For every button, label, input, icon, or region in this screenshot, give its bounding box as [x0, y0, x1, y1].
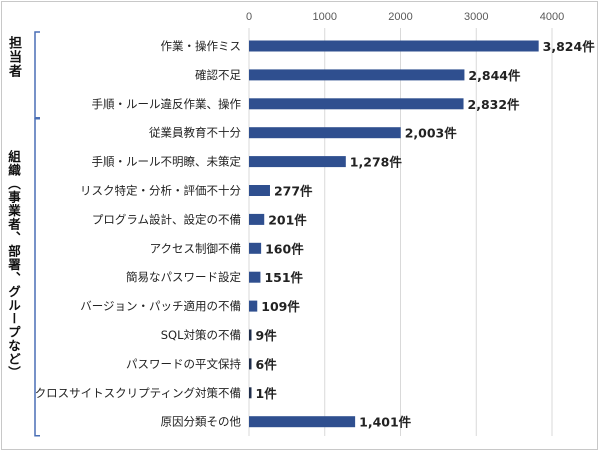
value-label: 1,278件: [350, 155, 403, 170]
x-tick-label: 0: [246, 11, 252, 23]
category-label: 手順・ルール違反作業、操作: [92, 97, 242, 111]
value-label: 201件: [268, 212, 307, 227]
bar: [249, 127, 401, 139]
group-label-person: 担当者: [6, 36, 21, 78]
value-label: 151件: [264, 270, 303, 285]
bar: [249, 98, 464, 110]
bar: [249, 387, 252, 399]
bar: [249, 69, 465, 81]
x-axis-ticks: 0 1000 2000 3000 4000: [246, 11, 564, 23]
category-label: プログラム設計、設定の不備: [92, 212, 241, 226]
group-bracket: [34, 117, 40, 437]
bar: [249, 213, 265, 225]
bar: [249, 358, 252, 370]
category-label: 作業・操作ミス: [161, 39, 242, 53]
group-brackets: [34, 31, 40, 437]
bar: [249, 156, 346, 168]
bar: [249, 329, 252, 341]
bar: [249, 242, 262, 254]
x-tick-label: 3000: [464, 11, 488, 23]
x-tick-label: 4000: [540, 11, 564, 23]
bar: [249, 300, 258, 312]
bar: [249, 40, 539, 52]
bars: [249, 40, 539, 428]
category-label: 簡易なパスワード設定: [126, 270, 241, 284]
category-label: 手順・ルール不明瞭、未策定: [92, 155, 242, 169]
category-label: バージョン・パッチ適用の不備: [80, 299, 241, 313]
value-label: 3,824件: [543, 39, 596, 54]
category-labels: 作業・操作ミス確認不足手順・ルール違反作業、操作従業員教育不十分手順・ルール不明…: [35, 39, 242, 429]
category-label: アクセス制御不備: [150, 241, 241, 255]
category-label: 確認不足: [195, 68, 241, 82]
value-label: 2,844件: [468, 68, 521, 83]
category-label: リスク特定・分析・評価不十分: [80, 184, 241, 198]
category-label: SQL対策の不備: [161, 328, 241, 342]
bar: [249, 185, 270, 196]
value-label: 2,832件: [468, 97, 521, 112]
value-label: 1,401件: [359, 415, 412, 430]
value-label: 277件: [274, 184, 313, 199]
bar: [249, 416, 356, 428]
value-label: 109件: [261, 299, 300, 314]
group-bracket: [34, 31, 40, 119]
value-label: 9件: [256, 328, 278, 343]
group-label-organization: 組織（事業者、部署、グループなど）: [6, 150, 21, 380]
value-label: 1件: [256, 386, 278, 401]
value-label: 160件: [265, 241, 304, 256]
x-tick-label: 2000: [388, 11, 412, 23]
value-label: 2,003件: [405, 126, 458, 141]
bar: [249, 271, 261, 283]
gridlines: [248, 28, 553, 436]
category-label: クロスサイトスクリプティング対策不備: [35, 386, 241, 400]
category-label: 従業員教育不十分: [149, 126, 241, 140]
x-tick-label: 1000: [313, 11, 337, 23]
category-label: 原因分類その他: [161, 415, 242, 429]
value-label: 6件: [256, 357, 278, 372]
category-label: パスワードの平文保持: [126, 357, 241, 371]
